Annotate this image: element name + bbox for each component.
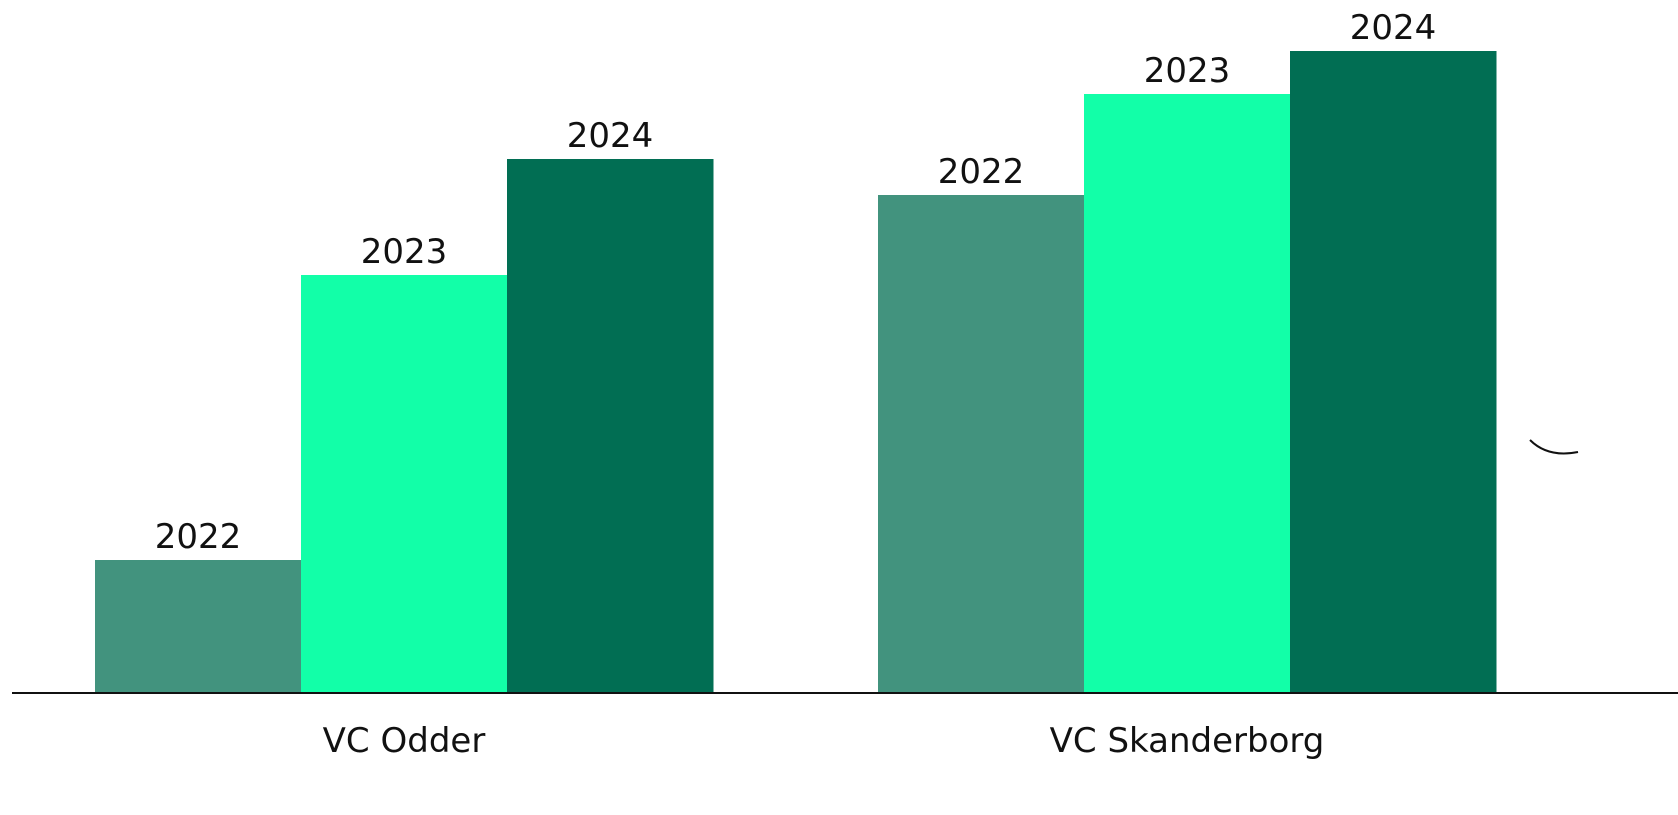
bar [301,275,508,693]
bar [95,560,302,693]
bar [507,159,714,693]
bar [1084,94,1291,693]
bar-label: 2024 [1350,8,1437,48]
bar-label: 2023 [1144,51,1231,91]
bar-label: 2024 [567,116,654,156]
decoration-arc [1529,439,1579,455]
bar-label: 2023 [361,232,448,272]
bar-label: 2022 [938,152,1025,192]
bar-label: 2022 [155,517,242,557]
x-tick-label: VC Skanderborg [1050,721,1325,761]
x-tick-label: VC Odder [323,721,486,761]
bar [878,195,1085,693]
bar [1290,51,1497,693]
